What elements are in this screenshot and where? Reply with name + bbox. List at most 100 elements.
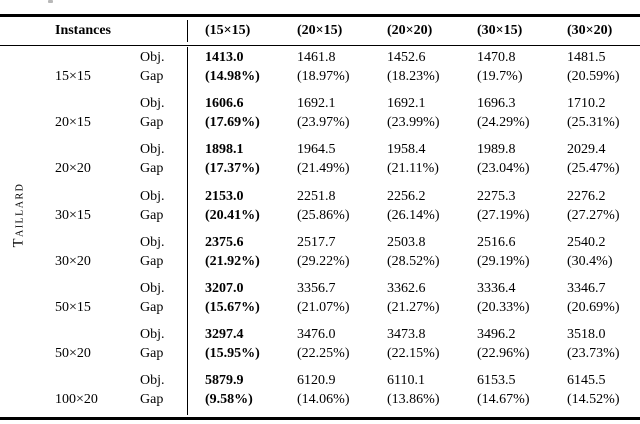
instance-label: 100×20: [55, 392, 98, 408]
gap-value: (18.97%): [297, 69, 350, 84]
column-divider-header: [187, 20, 189, 42]
obj-value: 6120.9: [297, 373, 336, 389]
gap-value: (25.47%): [567, 161, 620, 177]
metric-label-obj: Obj.: [140, 96, 165, 112]
instance-label: 20×15: [55, 115, 91, 131]
table-row-group: Obj. Gap 30×15 2153.0 (20.41%) 2251.8 (25.86%)…: [40, 187, 640, 225]
metric-label-gap: Gap: [140, 392, 164, 408]
gap-value: (17.37%): [205, 161, 260, 177]
obj-value: 1696.3: [477, 96, 516, 112]
gap-value: (18.23%): [387, 69, 440, 84]
gap-value: (23.73%): [567, 346, 620, 362]
obj-value: 3473.8: [387, 327, 426, 343]
table-body: Obj. Gap 15×15 1413.0 (14.98%) 1461.8 (18.97%)…: [40, 48, 640, 418]
obj-value: 2153.0: [205, 188, 244, 204]
column-header-30x15: (30×15): [477, 23, 523, 38]
obj-value: 2275.3: [477, 188, 516, 204]
gap-value: (26.14%): [387, 207, 440, 223]
gap-value: (23.97%): [297, 115, 350, 131]
gap-value: (21.07%): [297, 299, 350, 315]
gap-value: (14.06%): [297, 392, 350, 408]
gap-value: (17.69%): [205, 115, 260, 131]
obj-value: 6145.5: [567, 373, 606, 389]
gap-value: (22.96%): [477, 346, 530, 362]
gap-value: (15.95%): [205, 346, 260, 362]
table-row-group: Obj. Gap 30×20 2375.6 (21.92%) 2517.7 (29.22%)…: [40, 233, 640, 271]
table-row-group: Obj. Gap 100×20 5879.9 (9.58%) 6120.9 (14.06%)…: [40, 371, 640, 409]
obj-value: 3356.7: [297, 280, 336, 296]
metric-label-gap: Gap: [140, 253, 164, 269]
metric-label-gap: Gap: [140, 115, 164, 131]
metric-label-obj: Obj.: [140, 50, 165, 65]
metric-label-gap: Gap: [140, 161, 164, 177]
table-bottom-rule: [0, 417, 640, 420]
gap-value: (21.92%): [205, 253, 260, 269]
table-row-group: Obj. Gap 15×15 1413.0 (14.98%) 1461.8 (18.97%)…: [40, 48, 640, 86]
gap-value: (19.7%): [477, 69, 523, 84]
table-top-rule: [0, 14, 640, 17]
obj-value: 3496.2: [477, 327, 516, 343]
gap-value: (13.86%): [387, 392, 440, 408]
gap-value: (20.33%): [477, 299, 530, 315]
cropped-caption-artifact: [48, 0, 53, 3]
obj-value: 1898.1: [205, 142, 244, 158]
instances-column-header: Instances: [55, 23, 112, 38]
obj-value: 5879.9: [205, 373, 244, 389]
obj-value: 6110.1: [387, 373, 425, 389]
metric-label-obj: Obj.: [140, 188, 165, 204]
gap-value: (20.69%): [567, 299, 620, 315]
gap-value: (21.49%): [297, 161, 350, 177]
column-header-20x20: (20×20): [387, 23, 433, 38]
gap-value: (29.19%): [477, 253, 530, 269]
gap-value: (22.25%): [297, 346, 350, 362]
table-row-group: Obj. Gap 50×15 3207.0 (15.67%) 3356.7 (21.07%)…: [40, 279, 640, 317]
metric-label-obj: Obj.: [140, 373, 165, 389]
metric-label-gap: Gap: [140, 299, 164, 315]
column-header-30x20: (30×20): [567, 23, 613, 38]
obj-value: 3346.7: [567, 280, 606, 296]
instance-label: 50×15: [55, 299, 91, 315]
metric-label-obj: Obj.: [140, 327, 165, 343]
obj-value: 3518.0: [567, 327, 606, 343]
gap-value: (28.52%): [387, 253, 440, 269]
gap-value: (14.98%): [205, 69, 260, 84]
table-header-rule: [0, 44, 640, 46]
obj-value: 2503.8: [387, 234, 426, 250]
metric-label-gap: Gap: [140, 207, 164, 223]
gap-value: (24.29%): [477, 115, 530, 131]
obj-value: 1989.8: [477, 142, 516, 158]
metric-label-gap: Gap: [140, 69, 164, 84]
instance-label: 30×15: [55, 207, 91, 223]
gap-value: (14.52%): [567, 392, 620, 408]
table-row-group: Obj. Gap 50×20 3297.4 (15.95%) 3476.0 (22.25%)…: [40, 325, 640, 363]
obj-value: 2540.2: [567, 234, 606, 250]
obj-value: 1606.6: [205, 96, 244, 112]
obj-value: 1413.0: [205, 50, 244, 65]
instance-label: 30×20: [55, 253, 91, 269]
taillard-group-label: Taillard: [10, 182, 27, 248]
column-header-15x15: (15×15): [205, 23, 251, 38]
obj-value: 2516.6: [477, 234, 516, 250]
obj-value: 2517.7: [297, 234, 336, 250]
obj-value: 2029.4: [567, 142, 606, 158]
gap-value: (22.15%): [387, 346, 440, 362]
gap-value: (27.19%): [477, 207, 530, 223]
obj-value: 1710.2: [567, 96, 606, 112]
obj-value: 3336.4: [477, 280, 516, 296]
obj-value: 6153.5: [477, 373, 516, 389]
gap-value: (15.67%): [205, 299, 260, 315]
table-header-row: Instances (15×15) (20×15) (20×20) (30×15…: [40, 17, 640, 44]
obj-value: 3362.6: [387, 280, 426, 296]
obj-value: 1470.8: [477, 50, 516, 65]
gap-value: (30.4%): [567, 253, 613, 269]
obj-value: 1461.8: [297, 50, 336, 65]
gap-value: (20.41%): [205, 207, 260, 223]
obj-value: 3476.0: [297, 327, 336, 343]
obj-value: 3297.4: [205, 327, 244, 343]
obj-value: 3207.0: [205, 280, 244, 296]
instance-label: 15×15: [55, 69, 91, 84]
gap-value: (14.67%): [477, 392, 530, 408]
metric-label-obj: Obj.: [140, 142, 165, 158]
metric-label-gap: Gap: [140, 346, 164, 362]
